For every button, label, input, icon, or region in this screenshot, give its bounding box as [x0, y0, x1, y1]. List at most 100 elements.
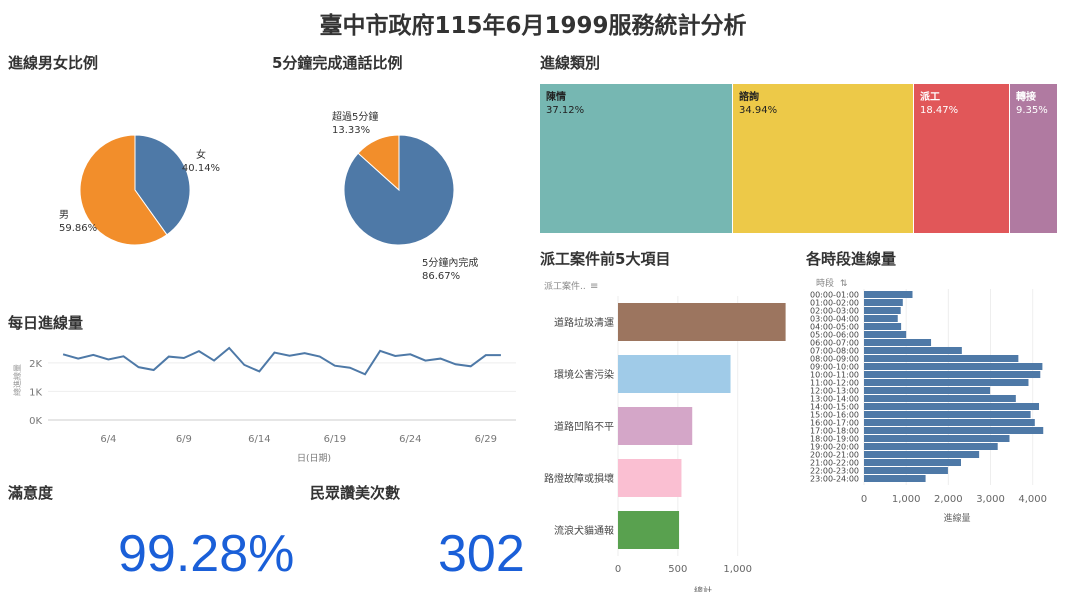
pie-slice-name: 女: [196, 148, 206, 161]
x-tick-label: 1,000: [723, 564, 752, 575]
five-min-pie: 5分鐘內完成 86.67% 超過5分鐘 13.33%: [332, 110, 478, 280]
hourly-column-header: 時段: [816, 277, 834, 289]
dispatch-bar: [618, 511, 680, 549]
dispatch-category-label: 路燈故障或損壞: [544, 472, 614, 485]
hourly-bar: [864, 411, 1031, 418]
hourly-bar: [864, 339, 932, 346]
treemap-tile-value: 18.47%: [920, 105, 959, 116]
hourly-bar: [864, 419, 1035, 426]
treemap-tile-value: 9.35%: [1016, 105, 1048, 116]
dispatch-column-header: 派工案件..: [544, 280, 586, 292]
hourly-bar: [864, 291, 913, 298]
hourly-category-label: 01:00-02:00: [810, 299, 859, 308]
pie-slice-value: 86.67%: [422, 271, 460, 280]
gender-pie: 女 40.14% 男 59.86%: [59, 134, 220, 246]
hourly-bar: [864, 387, 991, 394]
dispatch-bar: [618, 355, 731, 393]
hourly-category-label: 21:00-22:00: [810, 459, 859, 468]
hourly-category-label: 22:00-23:00: [810, 467, 859, 476]
treemap-tile: 轉接 9.35%: [1010, 84, 1057, 233]
hourly-bar: [864, 355, 1019, 362]
x-tick-label: 6/14: [248, 434, 270, 445]
x-tick-label: 6/9: [176, 434, 192, 445]
hourly-category-label: 11:00-12:00: [810, 379, 859, 388]
x-tick-label: 6/29: [475, 434, 497, 445]
treemap-tile-value: 34.94%: [739, 105, 778, 116]
y-axis-label: 總進線量: [12, 364, 22, 396]
sort-icon[interactable]: ≡: [590, 281, 598, 292]
dispatch-bar-chart: 派工案件.. ≡ 0 500 1,000 道路垃圾清運環境公害污染道路凹陷不平路燈故障或損…: [544, 280, 786, 592]
five-min-pie-chart: 5分鐘內完成 86.67% 超過5分鐘 13.33%: [332, 110, 478, 280]
hourly-bar: [864, 347, 962, 354]
hourly-category-label: 07:00-08:00: [810, 347, 859, 356]
daily-line-chart: 0K 1K 2K 6/4 6/9 6/14 6/19 6/24 6/29 日(日期) 總進線量: [12, 346, 516, 464]
x-tick-label: 0: [861, 494, 867, 505]
pie-slice: [134, 134, 191, 236]
dispatch-category-label: 環境公害污染: [554, 368, 614, 381]
pie-slice-name: 超過5分鐘: [332, 110, 378, 123]
hourly-section-title: 各時段進線量: [806, 250, 897, 268]
hourly-category-label: 18:00-19:00: [810, 435, 859, 444]
five-min-section-title: 5分鐘完成通話比例: [272, 54, 403, 72]
category-section-title: 進線類別: [540, 54, 601, 72]
sort-icon[interactable]: ⇅: [840, 279, 848, 289]
hourly-bar: [864, 427, 1044, 434]
hourly-bar: [864, 371, 1041, 378]
pie-slice-value: 13.33%: [332, 125, 370, 136]
dispatch-bar: [618, 459, 682, 497]
hourly-category-label: 10:00-11:00: [810, 371, 859, 380]
hourly-category-label: 08:00-09:00: [810, 355, 859, 364]
hourly-bar: [864, 475, 926, 482]
hourly-bar-chart: 時段 ⇅ 0 1,000 2,000 3,000 4,000 00:00-01:0001:00…: [810, 277, 1047, 524]
x-axis-label: 進線量: [943, 512, 970, 524]
hourly-category-label: 00:00-01:00: [810, 291, 859, 300]
dispatch-category-label: 道路凹陷不平: [554, 420, 614, 433]
hourly-bar: [864, 403, 1040, 410]
hourly-category-label: 06:00-07:00: [810, 339, 859, 348]
praise-section-title: 民眾讚美次數: [310, 484, 401, 502]
treemap-tile: 派工 18.47%: [914, 84, 1009, 233]
hourly-bar: [864, 467, 948, 474]
treemap-tile-value: 37.12%: [546, 105, 585, 116]
y-tick-label: 0K: [29, 416, 42, 427]
dispatch-bar: [618, 303, 786, 341]
daily-series-line: [62, 346, 501, 376]
gender-pie-chart: 女 40.14% 男 59.86%: [59, 134, 220, 246]
x-tick-label: 0: [615, 564, 621, 575]
dispatch-section-title: 派工案件前5大項目: [540, 250, 671, 268]
hourly-category-label: 16:00-17:00: [810, 419, 859, 428]
hourly-bar: [864, 451, 980, 458]
x-tick-label: 6/4: [100, 434, 116, 445]
dispatch-bar: [618, 407, 693, 445]
hourly-bar: [864, 299, 903, 306]
category-treemap: 陳情 37.12% 諮詢 34.94% 派工 18.47% 轉接 9.35%: [540, 84, 1058, 233]
hourly-category-label: 19:00-20:00: [810, 443, 859, 452]
pie-slice-name: 男: [59, 209, 69, 221]
dashboard-title: 臺中市政府115年6月1999服務統計分析: [319, 13, 747, 39]
treemap-tile-name: 陳情: [546, 92, 566, 103]
satisfaction-value: 99.28%: [118, 525, 295, 583]
hourly-category-label: 12:00-13:00: [810, 387, 859, 396]
hourly-category-label: 15:00-16:00: [810, 411, 859, 420]
hourly-category-label: 23:00-24:00: [810, 475, 859, 484]
x-tick-label: 6/19: [324, 434, 346, 445]
hourly-category-label: 17:00-18:00: [810, 427, 859, 436]
pie-slice-value: 59.86%: [59, 223, 97, 234]
hourly-category-label: 02:00-03:00: [810, 307, 859, 316]
y-tick-label: 2K: [29, 359, 42, 370]
hourly-category-label: 20:00-21:00: [810, 451, 859, 460]
pie-slice: [357, 134, 400, 192]
satisfaction-section-title: 滿意度: [8, 484, 54, 502]
pie-slice-value: 40.14%: [182, 163, 220, 174]
hourly-bar: [864, 379, 1029, 386]
x-axis-label: 日(日期): [297, 453, 331, 464]
gender-section-title: 進線男女比例: [8, 54, 99, 72]
hourly-bar: [864, 323, 902, 330]
x-tick-label: 500: [668, 564, 687, 575]
treemap-tile-name: 轉接: [1016, 92, 1036, 103]
hourly-bar: [864, 459, 961, 466]
x-tick-label: 3,000: [976, 494, 1005, 505]
hourly-category-label: 09:00-10:00: [810, 363, 859, 372]
hourly-category-label: 04:00-05:00: [810, 323, 859, 332]
dispatch-category-label: 流浪犬貓通報: [554, 524, 614, 537]
